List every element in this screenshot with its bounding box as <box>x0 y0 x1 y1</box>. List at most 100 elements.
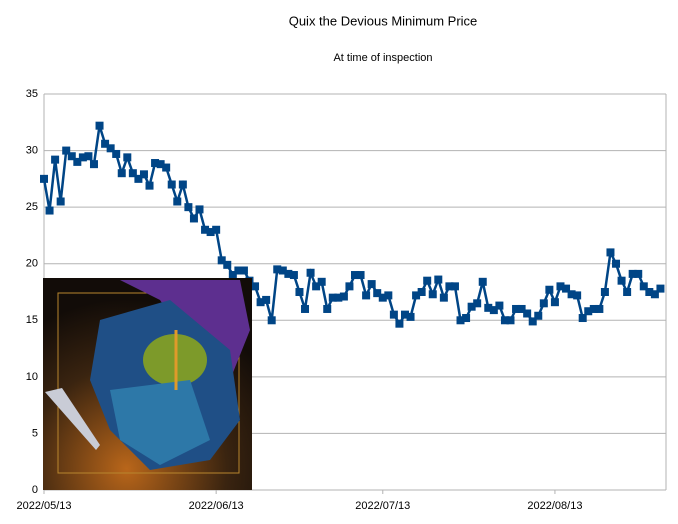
point-marker <box>84 152 93 161</box>
point-marker <box>206 228 215 237</box>
point-marker <box>134 174 143 183</box>
y-tick-label: 0 <box>32 484 38 496</box>
point-marker <box>123 153 132 162</box>
point-marker <box>284 269 293 278</box>
y-tick-label: 20 <box>26 258 38 270</box>
point-marker <box>523 309 532 318</box>
point-marker <box>534 311 543 320</box>
point-marker <box>650 290 659 299</box>
point-marker <box>562 284 571 293</box>
point-marker <box>351 271 359 280</box>
point-marker <box>162 163 171 172</box>
point-marker <box>51 155 60 164</box>
point-marker <box>312 282 321 291</box>
point-marker <box>439 293 448 302</box>
point-marker <box>67 152 76 161</box>
point-marker <box>345 282 354 291</box>
point-marker <box>545 285 554 294</box>
chart-title: Quix the Devious Minimum Price <box>289 13 478 28</box>
point-marker <box>189 214 198 223</box>
point-marker <box>317 277 326 286</box>
point-marker <box>278 266 287 275</box>
point-marker <box>495 301 504 310</box>
point-marker <box>473 299 482 308</box>
y-tick-label: 30 <box>26 144 38 156</box>
point-marker <box>456 316 465 325</box>
point-marker <box>40 174 48 183</box>
point-marker <box>334 293 343 302</box>
point-marker <box>406 312 415 321</box>
point-marker <box>362 291 371 300</box>
y-tick-label: 5 <box>32 427 38 439</box>
point-marker <box>489 306 498 315</box>
point-marker <box>467 302 476 311</box>
point-marker <box>423 276 432 285</box>
point-marker <box>400 310 409 319</box>
point-marker <box>95 121 104 130</box>
point-marker <box>256 298 265 307</box>
point-marker <box>628 269 637 278</box>
point-marker <box>417 288 426 296</box>
point-marker <box>378 293 387 302</box>
point-marker <box>73 157 82 166</box>
point-marker <box>139 170 148 179</box>
point-marker <box>428 290 437 299</box>
point-marker <box>450 282 459 291</box>
point-marker <box>328 293 337 302</box>
card-art <box>43 278 252 490</box>
point-marker <box>56 197 65 206</box>
point-marker <box>239 266 248 275</box>
point-marker <box>145 181 154 190</box>
point-marker <box>301 304 310 313</box>
point-marker <box>156 160 165 169</box>
point-marker <box>167 180 176 189</box>
point-marker <box>550 298 559 307</box>
point-marker <box>101 139 110 148</box>
y-tick-label: 35 <box>26 88 38 100</box>
point-marker <box>517 304 526 313</box>
point-marker <box>578 314 587 323</box>
point-marker <box>151 159 160 168</box>
point-marker <box>584 307 593 316</box>
point-marker <box>217 256 226 265</box>
point-marker <box>117 169 126 178</box>
point-marker <box>128 169 137 178</box>
plot-area: 0 5 10 15 20 25 30 35 2022/05/13 2022/06/13 2022/0… <box>16 88 667 512</box>
point-marker <box>184 203 193 212</box>
point-marker <box>173 197 182 206</box>
point-marker <box>506 316 515 325</box>
point-marker <box>262 295 271 304</box>
point-marker <box>323 304 332 313</box>
point-marker <box>45 206 54 215</box>
point-marker <box>339 292 348 301</box>
y-tick-label: 15 <box>26 314 38 326</box>
point-marker <box>228 271 237 280</box>
point-marker <box>356 271 365 280</box>
point-marker <box>589 304 598 313</box>
point-marker <box>195 205 204 214</box>
point-marker <box>600 288 609 296</box>
point-marker <box>112 149 121 158</box>
point-marker <box>462 314 471 323</box>
point-marker <box>573 291 582 300</box>
point-marker <box>617 276 626 285</box>
x-tick-label: 2022/05/13 <box>16 500 71 512</box>
series-line <box>42 125 662 327</box>
point-marker <box>639 282 648 291</box>
point-marker <box>528 317 537 326</box>
point-marker <box>267 316 276 325</box>
point-marker <box>212 225 221 234</box>
point-marker <box>373 289 382 298</box>
point-marker <box>389 310 398 319</box>
point-marker <box>201 225 210 234</box>
point-marker <box>289 271 298 280</box>
y-tick-label: 25 <box>26 201 38 213</box>
point-marker <box>595 304 604 313</box>
point-marker <box>106 144 115 153</box>
point-marker <box>62 146 71 155</box>
point-marker <box>178 180 187 189</box>
x-tick-label: 2022/07/13 <box>355 500 410 512</box>
point-marker <box>656 284 665 293</box>
point-marker <box>556 282 565 291</box>
